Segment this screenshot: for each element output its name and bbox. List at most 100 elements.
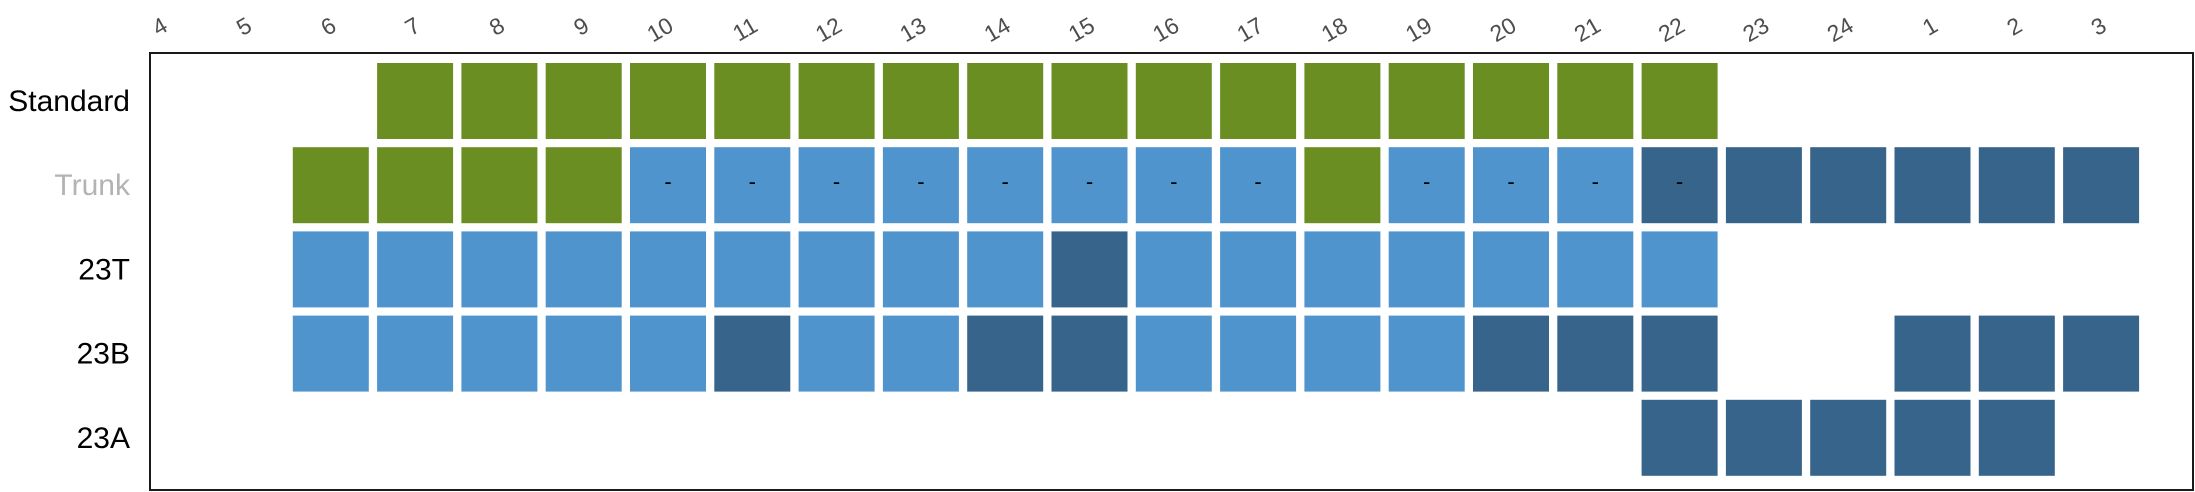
heatmap-cell xyxy=(292,147,369,224)
x-axis-tick-label: 23 xyxy=(1738,12,1773,47)
heatmap-cell xyxy=(1304,231,1381,308)
x-axis-tick-labels: 4 5 6 7 8 9 10 11 12 13 14 15 16 17 18 19 20 21 22 23 24 1 2 3 xyxy=(148,12,2111,47)
heatmap-cell xyxy=(882,315,959,392)
heatmap-cell xyxy=(967,147,1044,224)
heatmap-cell xyxy=(1388,231,1465,308)
heatmap-cell xyxy=(461,315,538,392)
heatmap-cell xyxy=(2063,147,2140,224)
cell-value-label: - xyxy=(1423,169,1430,194)
heatmap-cell xyxy=(545,315,622,392)
heatmap-cell xyxy=(1557,63,1634,139)
x-axis-tick-label: 6 xyxy=(316,12,340,41)
heatmap-cell xyxy=(798,231,875,308)
x-axis-tick-label: 24 xyxy=(1823,12,1858,47)
heatmap-cell xyxy=(630,147,706,224)
heatmap-cell xyxy=(377,147,454,224)
heatmap-cell xyxy=(714,147,791,224)
heatmap-cell xyxy=(630,231,706,308)
heatmap-cell xyxy=(377,63,454,139)
heatmap-cell xyxy=(1978,315,2055,392)
heatmap-cell xyxy=(545,63,622,139)
heatmap-cell xyxy=(1051,231,1128,308)
heatmap-cell xyxy=(1557,231,1634,308)
heatmap-cell xyxy=(882,63,959,139)
heatmap-cell xyxy=(545,147,622,224)
heatmap-cell xyxy=(545,231,622,308)
heatmap-cell xyxy=(1641,147,1718,224)
heatmap-cell xyxy=(1641,63,1718,139)
heatmap-cell xyxy=(1641,231,1718,308)
heatmap-cell xyxy=(1894,147,1971,224)
y-axis-row-label: Standard xyxy=(8,85,130,118)
heatmap-cell xyxy=(1388,315,1465,392)
heatmap-cell xyxy=(882,147,959,224)
heatmap-cell xyxy=(1135,231,1212,308)
heatmap-cell xyxy=(1304,315,1381,392)
plot-border xyxy=(149,52,2194,491)
y-axis-row-label: Trunk xyxy=(54,169,131,202)
y-axis-row-labels: Standard Trunk 23T 23B 23A xyxy=(8,85,131,455)
x-axis-tick-label: 19 xyxy=(1401,12,1436,47)
heatmap-cell xyxy=(798,63,875,139)
heatmap-cell xyxy=(714,231,791,308)
x-axis-tick-label: 16 xyxy=(1148,12,1183,47)
heatmap-cell xyxy=(1641,399,1718,476)
heatmap-cell xyxy=(1810,147,1887,224)
heatmap-cell xyxy=(1135,315,1212,392)
cell-value-label: - xyxy=(664,169,671,194)
heatmap-cell xyxy=(461,231,538,308)
x-axis-tick-label: 21 xyxy=(1570,12,1605,47)
y-axis-row-label: 23T xyxy=(78,253,130,286)
heatmap-cell-labels: ------------ xyxy=(664,169,1683,194)
heatmap-cell xyxy=(461,63,538,139)
heatmap-cell xyxy=(967,315,1044,392)
x-axis-tick-label: 13 xyxy=(895,12,930,47)
heatmap-cell xyxy=(1557,315,1634,392)
heatmap-cell xyxy=(798,147,875,224)
cell-value-label: - xyxy=(1254,169,1261,194)
heatmap-cell xyxy=(798,315,875,392)
heatmap-cell xyxy=(1135,63,1212,139)
y-axis-row-label: 23A xyxy=(77,422,130,455)
heatmap-cell xyxy=(1304,63,1381,139)
heatmap-cell xyxy=(1473,231,1549,308)
cell-value-label: - xyxy=(1507,169,1514,194)
x-axis-tick-label: 9 xyxy=(569,12,593,41)
cell-value-label: - xyxy=(1592,169,1599,194)
x-axis-tick-label: 7 xyxy=(401,12,425,41)
cell-value-label: - xyxy=(1676,169,1683,194)
x-axis-tick-label: 15 xyxy=(1064,12,1099,47)
heatmap-cell xyxy=(1051,315,1128,392)
heatmap-cell xyxy=(292,231,369,308)
heatmap-cell xyxy=(1388,63,1465,139)
x-axis-tick-label: 11 xyxy=(728,12,762,46)
heatmap-cell xyxy=(461,147,538,224)
x-axis-tick-label: 12 xyxy=(811,12,846,47)
heatmap-cell xyxy=(1641,315,1718,392)
heatmap-cell xyxy=(1473,63,1549,139)
heatmap-cell xyxy=(2063,315,2140,392)
heatmap-cell xyxy=(1473,315,1549,392)
y-axis-row-label: 23B xyxy=(77,338,130,371)
x-axis-tick-label: 17 xyxy=(1232,12,1267,47)
heatmap-cell xyxy=(1473,147,1549,224)
cell-value-label: - xyxy=(749,169,756,194)
cell-value-label: - xyxy=(833,169,840,194)
heatmap-cell xyxy=(1810,399,1887,476)
x-axis-tick-label: 1 xyxy=(1918,12,1942,41)
heatmap-cell xyxy=(1051,147,1128,224)
heatmap-cell xyxy=(292,315,369,392)
x-axis-tick-label: 22 xyxy=(1654,12,1689,47)
x-axis-tick-label: 5 xyxy=(232,12,256,41)
heatmap-cell xyxy=(967,231,1044,308)
heatmap-cell xyxy=(1304,147,1381,224)
cell-value-label: - xyxy=(1170,169,1177,194)
heatmap-cell xyxy=(1135,147,1212,224)
heatmap-cell xyxy=(1220,231,1297,308)
heatmap-cell xyxy=(1725,147,1802,224)
x-axis-tick-label: 2 xyxy=(2002,12,2026,41)
x-axis-tick-label: 4 xyxy=(148,12,172,41)
heatmap-cell xyxy=(1051,63,1128,139)
heatmap-cell xyxy=(1557,147,1634,224)
